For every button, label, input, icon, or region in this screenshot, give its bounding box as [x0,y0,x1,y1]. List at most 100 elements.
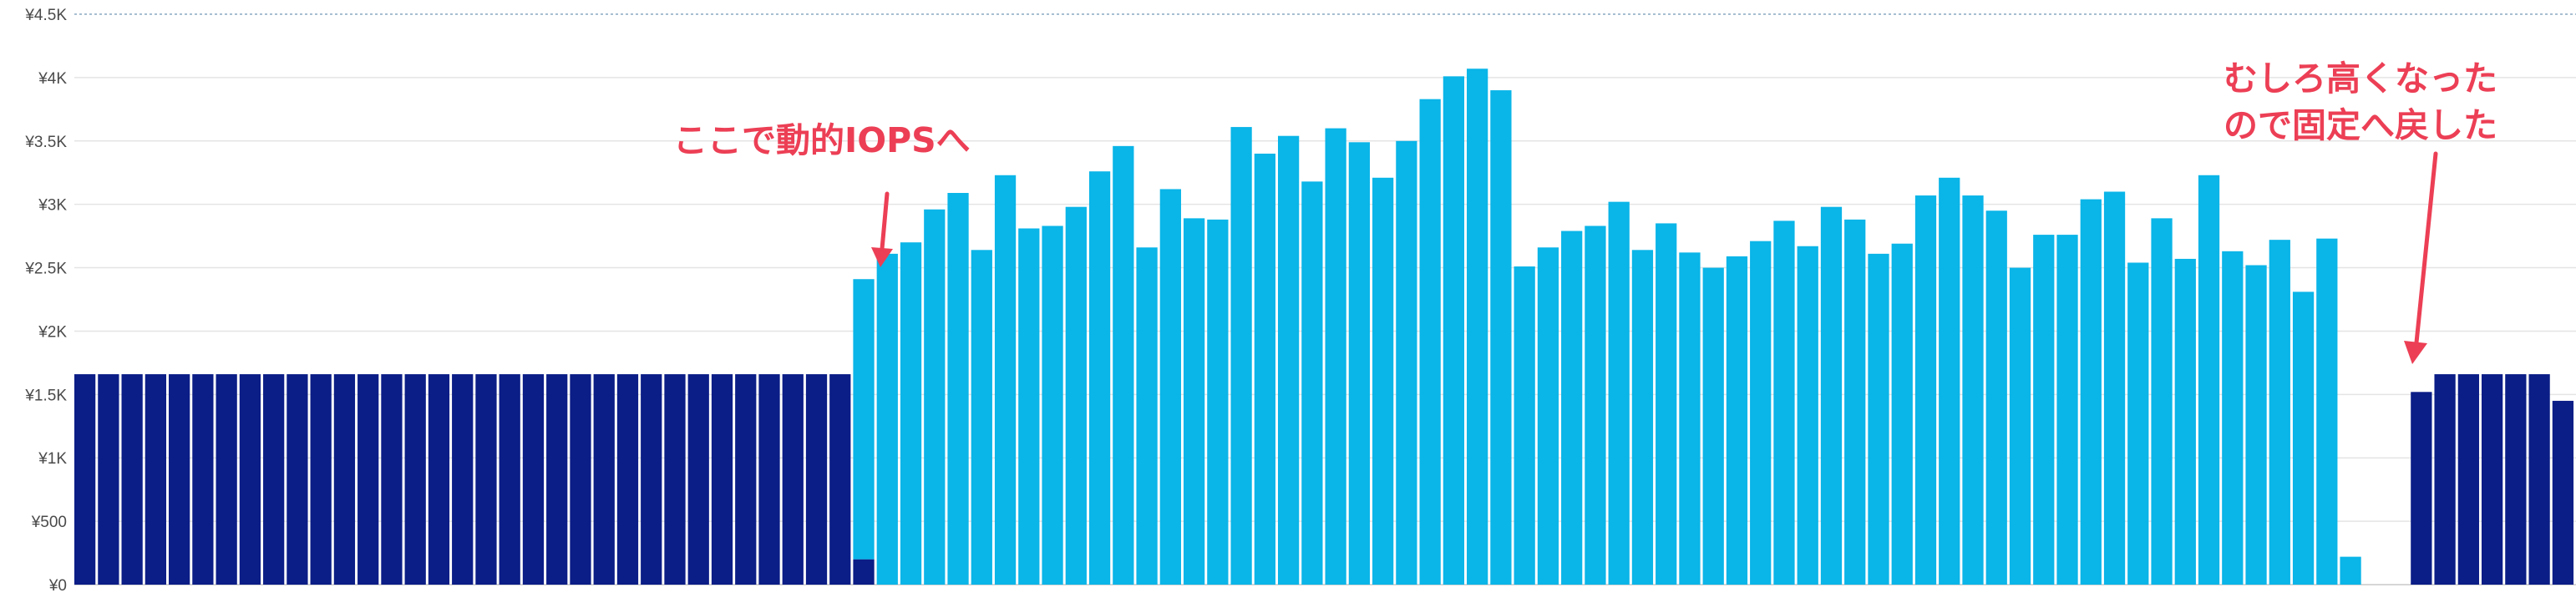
arrow-to-dynamic-switch [871,191,893,267]
y-tick-label: ¥3K [38,197,67,215]
bar-fixed-20 [546,374,568,585]
bar-dynamic-50 [1254,153,1275,585]
bar-dynamic-52 [1301,181,1323,585]
bar-dynamic-76 [1868,253,1889,585]
bar-fixed-105 [2552,400,2573,585]
bar-dynamic-94 [2292,291,2315,585]
bar-fixed-0 [74,374,96,585]
bar-fixed-21 [570,374,591,585]
bar-fixed-6 [216,374,237,585]
bar-fixed-28 [735,374,757,585]
bar-dynamic-59 [1467,68,1488,585]
bar-dynamic-49 [1230,127,1252,585]
bar-fixed-23 [616,374,639,585]
bar-dynamic-38 [971,250,992,585]
y-tick-label: ¥500 [31,514,67,531]
y-tick-label: ¥4.5K [24,7,67,24]
bar-dynamic-39 [994,175,1017,585]
bar-dynamic-51 [1277,135,1300,585]
bar-dynamic-93 [2269,240,2290,585]
bar-dynamic-46 [1159,189,1181,585]
bar-dynamic-48 [1207,219,1229,585]
bar-fixed-24 [641,374,662,585]
bar-dynamic-82 [2009,267,2031,585]
annotation-dynamic-iops: ここで動的IOPSへ [673,120,971,160]
bar-dynamic-96 [2340,556,2361,585]
y-axis-tick-labels: ¥0 ¥500 ¥1K ¥1.5K ¥2K ¥2.5K ¥3K ¥3.5K ¥4K ¥4.5K [24,7,67,595]
bar-fixed-30 [782,374,804,585]
y-tick-label: ¥2K [38,323,67,341]
y-tick-label: ¥1K [38,450,67,468]
bar-fixed-5 [192,374,214,585]
y-tick-label: ¥1.5K [24,387,67,404]
bar-fixed-32 [829,374,851,585]
bar-fixed-29 [758,374,780,585]
bar-fixed-7 [239,374,261,585]
y-tick-label: ¥0 [48,577,67,595]
bar-dynamic-62 [1537,247,1559,585]
bar-dynamic-64 [1585,226,1606,585]
bar-dynamic-60 [1490,90,1512,585]
bar-dynamic-61 [1514,266,1535,585]
bar-dynamic-68 [1679,252,1701,585]
bar-fixed-15 [428,374,450,585]
bar-fixed-102 [2481,374,2503,585]
bar-dynamic-72 [1773,220,1795,585]
bar-dynamic-65 [1608,201,1630,585]
bar-dynamic-67 [1656,223,1677,585]
bar-fixed-27 [711,374,733,585]
bar-fixed-9 [287,374,308,585]
bar-fixed-31 [805,374,828,585]
bar-dynamic-55 [1372,177,1394,585]
bar-fixed-99 [2411,392,2432,585]
bar-dynamic-53 [1325,128,1346,585]
bar-fixed-1 [98,374,119,585]
bar-dynamic-77 [1891,243,1913,585]
bar-dynamic-91 [2222,251,2244,585]
bar-fixed-12 [357,374,379,585]
bar-dynamic-95 [2316,238,2338,585]
bar-dynamic-54 [1348,142,1370,585]
bar-dynamic-74 [1820,206,1843,585]
bar-fixed-26 [687,374,709,585]
bar-dynamic-41 [1042,226,1063,585]
bar-dynamic-88 [2151,218,2173,585]
bar-dynamic-37 [947,193,969,585]
bar-dynamic-86 [2103,191,2126,585]
bar-fixed-3 [145,374,167,585]
arrow-to-fixed-revert [2404,151,2438,364]
annotations: ここで動的IOPSへ むしろ高くなった ので固定へ戻した [673,58,2497,364]
bars [74,68,2573,585]
y-tick-label: ¥2.5K [24,261,67,278]
bar-dynamic-78 [1914,195,1937,585]
bar-dynamic-92 [2245,265,2267,585]
bar-dynamic-33 [853,279,875,560]
bar-dynamic-80 [1962,195,1984,585]
bar-dynamic-75 [1844,219,1866,585]
bar-dynamic-56 [1396,140,1417,585]
bar-fixed-19 [522,374,545,585]
bar-fixed-103 [2505,374,2527,585]
bar-dynamic-47 [1183,218,1205,585]
bar-fixed-22 [593,374,615,585]
bar-fixed-10 [310,374,332,585]
bar-dynamic-84 [2056,235,2078,585]
bar-dynamic-43 [1088,171,1111,585]
bar-dynamic-70 [1726,256,1748,585]
annotation-reverted-line-2: ので固定へ戻した [2224,105,2497,145]
bar-fixed-13 [381,374,403,585]
bar-fixed-11 [333,374,356,585]
bar-dynamic-71 [1750,241,1772,585]
bar-dynamic-87 [2127,262,2149,585]
bar-dynamic-34 [876,253,898,585]
bar-dynamic-66 [1631,250,1654,585]
annotation-reverted-line-1: むしろ高くなった [2224,58,2497,99]
bar-dynamic-79 [1939,177,1960,585]
bar-dynamic-40 [1018,228,1040,585]
bar-dynamic-35 [900,242,922,585]
bar-dynamic-85 [2080,199,2102,585]
bar-fixed-14 [404,374,426,585]
bar-fixed-104 [2528,374,2550,585]
bar-fixed-18 [499,374,520,585]
